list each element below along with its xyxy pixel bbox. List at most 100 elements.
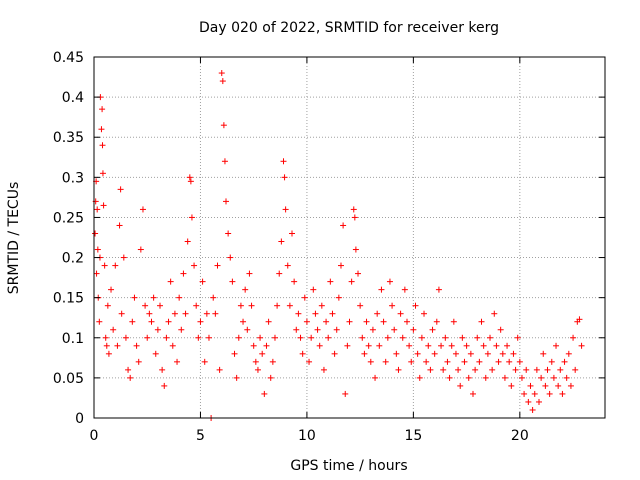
data-point [378, 286, 385, 293]
axes [93, 56, 606, 419]
data-point [563, 374, 570, 381]
data-point [386, 278, 393, 285]
data-point [525, 398, 532, 405]
data-point [133, 342, 140, 349]
data-point [431, 350, 438, 357]
y-tick-label: 0.1 [62, 331, 84, 347]
data-point [374, 310, 381, 317]
data-point [567, 382, 574, 389]
data-point [191, 262, 198, 269]
data-point [521, 390, 528, 397]
grid-lines [94, 57, 605, 418]
data-point [382, 358, 389, 365]
data-point [186, 174, 193, 181]
data-point [508, 382, 515, 389]
data-point [219, 78, 226, 85]
data-point [182, 310, 189, 317]
data-point [438, 342, 445, 349]
data-point [159, 366, 166, 373]
data-point [291, 278, 298, 285]
data-point [476, 358, 483, 365]
data-point [306, 358, 313, 365]
data-point [169, 342, 176, 349]
data-point [450, 318, 457, 325]
data-point [278, 238, 285, 245]
data-point [421, 310, 428, 317]
data-point [188, 214, 195, 221]
data-point [572, 366, 579, 373]
data-point [267, 374, 274, 381]
data-point [114, 342, 121, 349]
data-point [129, 318, 136, 325]
data-point [271, 334, 278, 341]
data-point [178, 326, 185, 333]
data-point [116, 222, 123, 229]
x-tick-label: 0 [90, 428, 99, 444]
data-point [216, 366, 223, 373]
data-point [246, 270, 253, 277]
data-point [105, 350, 112, 357]
data-point [284, 262, 291, 269]
data-point [274, 302, 281, 309]
data-point [223, 198, 230, 205]
data-point [325, 334, 332, 341]
data-point [301, 294, 308, 301]
data-point [152, 350, 159, 357]
data-point [112, 262, 119, 269]
data-point [391, 326, 398, 333]
data-point [197, 318, 204, 325]
data-point [395, 366, 402, 373]
data-point [92, 230, 99, 237]
data-point [393, 350, 400, 357]
data-point [544, 366, 551, 373]
data-point [406, 342, 413, 349]
data-point [514, 334, 521, 341]
data-point [504, 342, 511, 349]
data-point [286, 302, 293, 309]
data-point [342, 390, 349, 397]
data-point [250, 342, 257, 349]
data-point [510, 350, 517, 357]
data-point [495, 358, 502, 365]
data-point [444, 358, 451, 365]
data-point [94, 246, 101, 253]
data-point [135, 358, 142, 365]
data-point [127, 374, 134, 381]
data-point [142, 302, 149, 309]
data-point [259, 350, 266, 357]
data-point [487, 334, 494, 341]
data-point [335, 294, 342, 301]
data-point [361, 350, 368, 357]
data-point [459, 334, 466, 341]
data-point [344, 342, 351, 349]
data-point [452, 350, 459, 357]
data-point [401, 286, 408, 293]
data-point [527, 382, 534, 389]
data-point [367, 358, 374, 365]
data-point [225, 230, 232, 237]
data-point [314, 326, 321, 333]
data-point [171, 310, 178, 317]
data-point [448, 342, 455, 349]
data-point [229, 278, 236, 285]
data-point [257, 334, 264, 341]
data-point [408, 358, 415, 365]
data-point [506, 358, 513, 365]
data-point [457, 382, 464, 389]
data-point [165, 318, 172, 325]
data-point [101, 262, 108, 269]
data-point [235, 334, 242, 341]
data-point [376, 342, 383, 349]
data-point [348, 278, 355, 285]
data-point [276, 270, 283, 277]
y-tick-label: 0.2 [62, 251, 84, 267]
data-point [555, 382, 562, 389]
data-point [293, 326, 300, 333]
data-point [96, 318, 103, 325]
data-point [299, 350, 306, 357]
data-point [380, 318, 387, 325]
data-point [320, 366, 327, 373]
data-point [99, 142, 106, 149]
data-point [280, 158, 287, 165]
